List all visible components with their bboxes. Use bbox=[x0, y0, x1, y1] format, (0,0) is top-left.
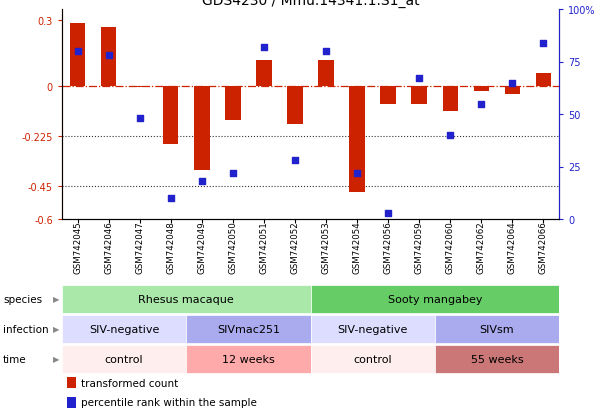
Text: SIVsm: SIVsm bbox=[480, 324, 514, 334]
Point bbox=[538, 40, 548, 47]
Text: GSM742052: GSM742052 bbox=[290, 221, 299, 273]
Bar bbox=[310, 345, 435, 373]
Bar bbox=[411, 87, 427, 105]
Text: GSM742050: GSM742050 bbox=[229, 221, 237, 273]
Bar bbox=[186, 345, 310, 373]
Text: Sooty mangabey: Sooty mangabey bbox=[387, 294, 482, 304]
Bar bbox=[186, 315, 310, 344]
Point bbox=[321, 49, 331, 55]
Bar bbox=[310, 315, 435, 344]
Bar bbox=[62, 315, 186, 344]
Text: Rhesus macaque: Rhesus macaque bbox=[138, 294, 234, 304]
Point bbox=[445, 133, 455, 139]
Text: GSM742066: GSM742066 bbox=[539, 221, 548, 273]
Text: GSM742060: GSM742060 bbox=[446, 221, 455, 273]
Bar bbox=[62, 345, 186, 373]
Bar bbox=[67, 377, 76, 388]
Bar bbox=[474, 87, 489, 92]
Bar bbox=[318, 61, 334, 87]
Text: GSM742051: GSM742051 bbox=[260, 221, 268, 273]
Text: ▶: ▶ bbox=[53, 295, 59, 304]
Bar bbox=[163, 87, 178, 145]
Point bbox=[73, 49, 82, 55]
Text: GSM742062: GSM742062 bbox=[477, 221, 486, 273]
Bar bbox=[101, 28, 116, 87]
Text: ▶: ▶ bbox=[53, 355, 59, 363]
Point bbox=[477, 101, 486, 107]
Text: GSM742053: GSM742053 bbox=[321, 221, 331, 273]
Bar bbox=[381, 87, 396, 105]
Bar bbox=[442, 87, 458, 112]
Bar bbox=[225, 87, 241, 120]
Point bbox=[135, 116, 145, 122]
Text: time: time bbox=[3, 354, 27, 364]
Text: GSM742054: GSM742054 bbox=[353, 221, 362, 273]
Text: SIV-negative: SIV-negative bbox=[337, 324, 408, 334]
Text: control: control bbox=[105, 354, 144, 364]
Point bbox=[383, 210, 393, 216]
Bar bbox=[256, 61, 272, 87]
Text: GSM742056: GSM742056 bbox=[384, 221, 393, 273]
Bar bbox=[132, 87, 147, 88]
Bar bbox=[70, 24, 86, 87]
Point bbox=[166, 195, 175, 202]
Text: GSM742048: GSM742048 bbox=[166, 221, 175, 273]
Bar bbox=[287, 87, 302, 125]
Bar bbox=[349, 87, 365, 193]
Text: control: control bbox=[353, 354, 392, 364]
Bar bbox=[536, 74, 551, 87]
Text: transformed count: transformed count bbox=[81, 377, 178, 388]
Bar bbox=[505, 87, 520, 95]
Point bbox=[104, 53, 114, 59]
Bar bbox=[310, 285, 559, 313]
Text: 55 weeks: 55 weeks bbox=[470, 354, 523, 364]
Text: GSM742047: GSM742047 bbox=[135, 221, 144, 273]
Text: infection: infection bbox=[3, 324, 49, 334]
Point bbox=[352, 170, 362, 177]
Point bbox=[259, 44, 269, 51]
Text: SIV-negative: SIV-negative bbox=[89, 324, 159, 334]
Point bbox=[197, 178, 207, 185]
Text: GSM742045: GSM742045 bbox=[73, 221, 82, 273]
Text: GSM742046: GSM742046 bbox=[104, 221, 113, 273]
Text: GSM742064: GSM742064 bbox=[508, 221, 517, 273]
Bar bbox=[194, 87, 210, 171]
Text: percentile rank within the sample: percentile rank within the sample bbox=[81, 397, 257, 407]
Bar bbox=[435, 315, 559, 344]
Text: 12 weeks: 12 weeks bbox=[222, 354, 275, 364]
Point bbox=[508, 80, 518, 87]
Text: SIVmac251: SIVmac251 bbox=[217, 324, 280, 334]
Text: GSM742049: GSM742049 bbox=[197, 221, 207, 273]
Point bbox=[228, 170, 238, 177]
Text: species: species bbox=[3, 294, 42, 304]
Point bbox=[290, 157, 300, 164]
Bar bbox=[435, 345, 559, 373]
Bar bbox=[67, 396, 76, 408]
Text: GSM742059: GSM742059 bbox=[415, 221, 423, 273]
Bar bbox=[62, 285, 310, 313]
Point bbox=[414, 76, 424, 83]
Text: ▶: ▶ bbox=[53, 325, 59, 334]
Title: GDS4230 / Mmu.14341.1.S1_at: GDS4230 / Mmu.14341.1.S1_at bbox=[202, 0, 419, 7]
